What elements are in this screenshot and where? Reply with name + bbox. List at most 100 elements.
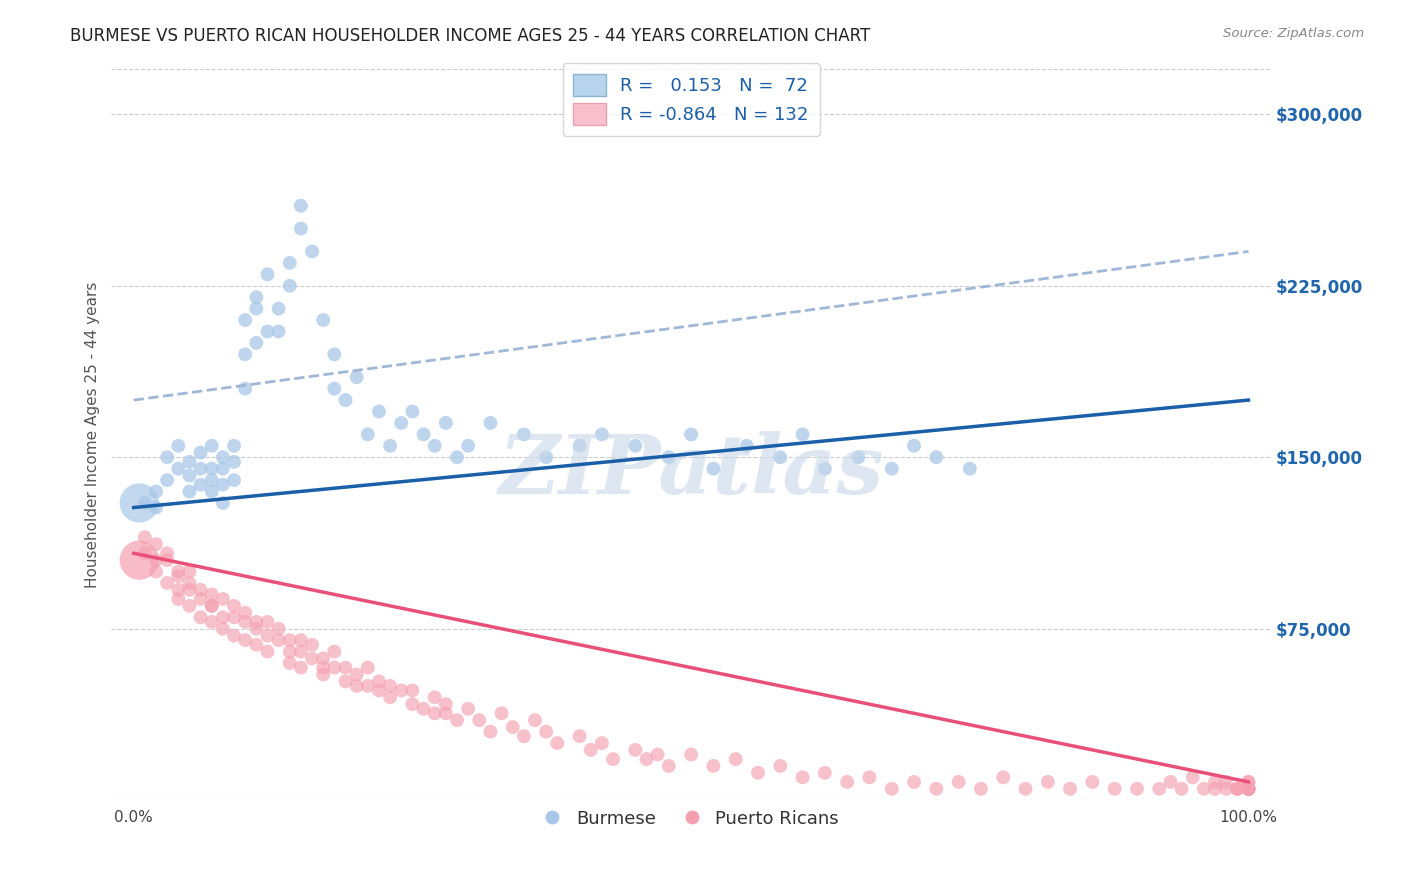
Point bbox=[190, 477, 212, 491]
Point bbox=[1237, 775, 1260, 789]
Point bbox=[190, 582, 212, 597]
Point bbox=[167, 565, 190, 579]
Point bbox=[256, 629, 278, 643]
Point bbox=[278, 256, 301, 270]
Point bbox=[167, 461, 190, 475]
Point bbox=[312, 660, 335, 674]
Point bbox=[1237, 781, 1260, 796]
Point bbox=[134, 530, 156, 544]
Point bbox=[1204, 775, 1226, 789]
Point bbox=[491, 706, 513, 721]
Point bbox=[880, 461, 903, 475]
Point bbox=[378, 690, 401, 705]
Point bbox=[1226, 781, 1249, 796]
Point bbox=[290, 660, 312, 674]
Point bbox=[179, 599, 201, 613]
Point bbox=[212, 622, 235, 636]
Point bbox=[479, 724, 502, 739]
Point bbox=[245, 615, 267, 629]
Point bbox=[591, 736, 613, 750]
Point bbox=[167, 569, 190, 583]
Point bbox=[290, 221, 312, 235]
Point bbox=[434, 706, 457, 721]
Point bbox=[814, 765, 837, 780]
Point bbox=[190, 592, 212, 607]
Point bbox=[1126, 781, 1149, 796]
Point bbox=[156, 553, 179, 567]
Point bbox=[134, 496, 156, 510]
Point bbox=[993, 770, 1015, 784]
Point bbox=[267, 622, 290, 636]
Point bbox=[245, 638, 267, 652]
Point bbox=[335, 660, 357, 674]
Point bbox=[446, 713, 468, 727]
Point bbox=[267, 633, 290, 648]
Point bbox=[1237, 781, 1260, 796]
Point bbox=[128, 496, 150, 510]
Point bbox=[233, 606, 256, 620]
Point bbox=[256, 268, 278, 282]
Point bbox=[636, 752, 658, 766]
Point bbox=[267, 301, 290, 316]
Point bbox=[1081, 775, 1104, 789]
Point bbox=[792, 427, 814, 442]
Point bbox=[846, 450, 869, 465]
Point bbox=[378, 439, 401, 453]
Point bbox=[1215, 775, 1237, 789]
Point bbox=[534, 724, 557, 739]
Point bbox=[201, 587, 224, 601]
Point bbox=[245, 335, 267, 350]
Point bbox=[412, 702, 434, 716]
Point bbox=[457, 702, 479, 716]
Point bbox=[278, 644, 301, 658]
Point bbox=[323, 644, 346, 658]
Point bbox=[401, 683, 423, 698]
Point bbox=[747, 765, 769, 780]
Point bbox=[1192, 781, 1215, 796]
Point bbox=[190, 610, 212, 624]
Point bbox=[513, 427, 536, 442]
Point bbox=[323, 382, 346, 396]
Point bbox=[312, 667, 335, 681]
Point bbox=[233, 382, 256, 396]
Point bbox=[1181, 770, 1204, 784]
Point bbox=[591, 427, 613, 442]
Point bbox=[647, 747, 669, 762]
Point bbox=[434, 416, 457, 430]
Point bbox=[267, 325, 290, 339]
Point bbox=[1036, 775, 1059, 789]
Point bbox=[903, 775, 925, 789]
Point bbox=[233, 313, 256, 327]
Point bbox=[278, 633, 301, 648]
Point bbox=[1149, 781, 1171, 796]
Point bbox=[179, 468, 201, 483]
Point bbox=[346, 679, 368, 693]
Point bbox=[357, 427, 380, 442]
Point bbox=[1159, 775, 1181, 789]
Point bbox=[301, 651, 323, 665]
Point bbox=[212, 477, 235, 491]
Point bbox=[925, 781, 948, 796]
Point bbox=[301, 244, 323, 259]
Point bbox=[1237, 781, 1260, 796]
Point bbox=[658, 450, 681, 465]
Point bbox=[368, 674, 391, 689]
Point bbox=[423, 439, 446, 453]
Point bbox=[389, 683, 412, 698]
Point bbox=[769, 450, 792, 465]
Point bbox=[156, 473, 179, 487]
Point bbox=[1237, 781, 1260, 796]
Point bbox=[880, 781, 903, 796]
Point bbox=[201, 599, 224, 613]
Point bbox=[1104, 781, 1126, 796]
Point bbox=[446, 450, 468, 465]
Point bbox=[346, 370, 368, 384]
Point bbox=[201, 484, 224, 499]
Point bbox=[201, 461, 224, 475]
Point bbox=[145, 537, 167, 551]
Point bbox=[970, 781, 993, 796]
Point bbox=[233, 347, 256, 361]
Point bbox=[1226, 781, 1249, 796]
Point bbox=[290, 633, 312, 648]
Point bbox=[222, 599, 245, 613]
